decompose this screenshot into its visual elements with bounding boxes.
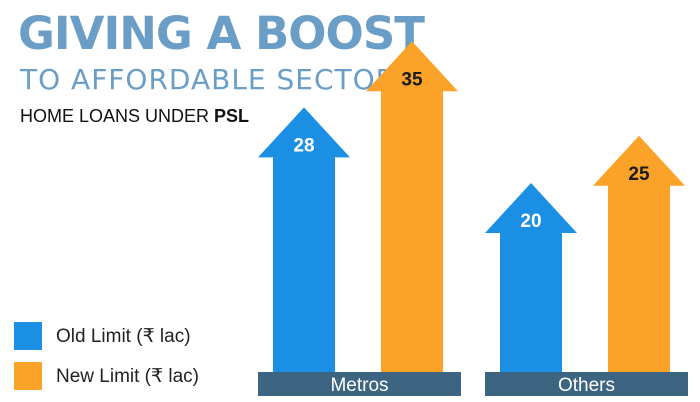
chart-caption: HOME LOANS UNDER PSL bbox=[20, 104, 249, 128]
caption-prefix: HOME LOANS UNDER bbox=[20, 106, 215, 126]
arrow-bar-others-new bbox=[593, 135, 685, 372]
arrow-bar-others-old bbox=[485, 183, 577, 372]
legend-item-new: New Limit (₹ lac) bbox=[14, 362, 199, 390]
chart-title: GIVING A BOOST bbox=[18, 7, 425, 60]
caption-bold: PSL bbox=[214, 106, 250, 126]
data-label-others-new: 25 bbox=[628, 164, 650, 185]
category-label-metros: Metros bbox=[330, 375, 388, 396]
arrow-bar-metros-new bbox=[366, 41, 458, 372]
legend: Old Limit (₹ lac) New Limit (₹ lac) bbox=[14, 322, 199, 402]
data-label-others-old: 20 bbox=[520, 211, 541, 232]
legend-item-old: Old Limit (₹ lac) bbox=[14, 322, 199, 350]
category-bar-metros bbox=[258, 372, 461, 396]
chart-subtitle: TO AFFORDABLE SECTOR bbox=[20, 63, 397, 96]
category-bar-others bbox=[485, 372, 688, 396]
legend-swatch-old bbox=[14, 322, 42, 350]
data-label-metros-old: 28 bbox=[293, 135, 314, 156]
category-label-others: Others bbox=[558, 375, 615, 396]
legend-swatch-new bbox=[14, 362, 42, 390]
arrow-bar-metros-old bbox=[258, 107, 350, 373]
legend-label-old: Old Limit (₹ lac) bbox=[56, 325, 191, 347]
legend-label-new: New Limit (₹ lac) bbox=[56, 365, 199, 387]
data-label-metros-new: 35 bbox=[401, 69, 423, 90]
